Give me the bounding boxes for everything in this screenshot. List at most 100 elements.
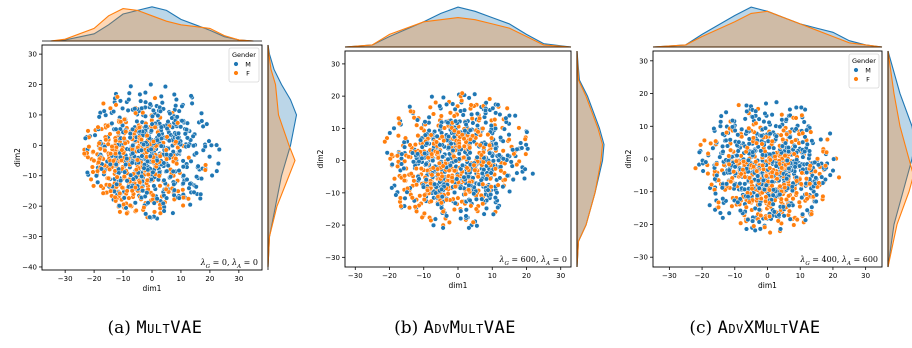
- scatter-point-f: [427, 104, 433, 110]
- scatter-point-m: [466, 225, 472, 231]
- scatter-point-m: [175, 130, 182, 136]
- scatter-point-m: [198, 191, 204, 197]
- scatter-point-m: [481, 211, 487, 217]
- scatter-point-m: [160, 200, 166, 206]
- scatter-point-f: [435, 194, 441, 200]
- scatter-point-m: [450, 147, 456, 154]
- scatter-point-m: [399, 151, 405, 157]
- scatter-point-f: [808, 211, 815, 217]
- scatter-point-f: [429, 151, 435, 157]
- scatter-point-f: [100, 190, 106, 196]
- scatter-point-m: [176, 108, 182, 114]
- scatter-point-f: [112, 194, 118, 200]
- scatter-point-m: [752, 227, 758, 233]
- scatter-point-f: [793, 190, 800, 196]
- scatter-point-m: [157, 108, 163, 114]
- y-axis-label: dim2: [624, 149, 633, 168]
- scatter-point-f: [110, 158, 116, 164]
- scatter-point-m: [453, 118, 459, 124]
- scatter-point-f: [411, 178, 417, 184]
- x-tick-label: 30: [861, 272, 870, 280]
- scatter-point-f: [791, 222, 797, 228]
- scatter-point-m: [467, 150, 473, 156]
- scatter-point-m: [463, 213, 469, 219]
- scatter-point-m: [483, 205, 490, 211]
- scatter-point-m: [207, 154, 213, 160]
- scatter-point-m: [731, 182, 737, 188]
- scatter-point-m: [462, 128, 468, 134]
- scatter-point-m: [95, 179, 101, 185]
- scatter-point-m: [391, 125, 397, 131]
- scatter-point-f: [418, 125, 424, 131]
- scatter-point-m: [156, 132, 162, 138]
- scatter-point-m: [158, 143, 164, 149]
- scatter-point-m: [432, 181, 438, 187]
- x-tick-label: −30: [662, 272, 677, 280]
- scatter-point-f: [489, 135, 495, 141]
- scatter-point-m: [500, 156, 506, 162]
- scatter-point-m: [422, 150, 428, 156]
- scatter-point-f: [422, 192, 428, 198]
- scatter-point-f: [774, 171, 780, 177]
- scatter-point-f: [438, 113, 444, 119]
- scatter-point-f: [144, 177, 150, 183]
- scatter-point-f: [103, 137, 109, 143]
- scatter-point-f: [750, 164, 757, 170]
- scatter-point-f: [782, 185, 788, 191]
- scatter-point-m: [137, 91, 143, 97]
- scatter-point-m: [448, 141, 454, 147]
- caption-b-label: (b): [394, 318, 419, 338]
- scatter-point-f: [504, 105, 510, 111]
- scatter-point-f: [113, 102, 119, 108]
- scatter-point-f: [96, 140, 102, 146]
- scatter-point-m: [726, 210, 732, 216]
- scatter-point-f: [435, 166, 441, 172]
- scatter-point-m: [769, 112, 775, 118]
- scatter-point-m: [530, 171, 536, 177]
- scatter-point-m: [193, 184, 199, 190]
- scatter-point-m: [185, 143, 191, 149]
- scatter-point-m: [215, 161, 221, 167]
- scatter-point-f: [753, 120, 759, 126]
- scatter-point-f: [133, 207, 139, 214]
- scatter-point-f: [409, 195, 415, 201]
- y-axis-label: dim2: [316, 149, 325, 168]
- scatter-point-m: [770, 192, 776, 198]
- scatter-point-m: [155, 113, 161, 119]
- scatter-point-m: [423, 161, 429, 167]
- scatter-point-m: [471, 191, 477, 197]
- scatter-point-m: [138, 147, 144, 153]
- lambda-annotation: λG = 0, λA = 0: [200, 258, 258, 270]
- scatter-point-f: [88, 176, 94, 182]
- scatter-point-m: [732, 127, 738, 134]
- scatter-point-m: [191, 189, 197, 195]
- scatter-point-m: [735, 148, 741, 154]
- y-tick-label: 0: [644, 156, 648, 164]
- y-tick-label: −30: [325, 254, 340, 262]
- scatter-point-f: [105, 141, 111, 147]
- scatter-point-f: [462, 191, 468, 197]
- scatter-point-m: [466, 182, 472, 188]
- scatter-point-f: [471, 162, 477, 168]
- scatter-point-m: [756, 116, 762, 122]
- scatter-point-m: [130, 126, 136, 132]
- scatter-point-m: [432, 216, 438, 222]
- scatter-point-m: [178, 124, 184, 130]
- scatter-point-m: [813, 175, 819, 181]
- scatter-point-m: [804, 141, 810, 147]
- scatter-point-f: [456, 144, 462, 150]
- scatter-point-f: [408, 108, 414, 114]
- scatter-point-f: [133, 110, 139, 116]
- y-tick-label: 10: [639, 123, 648, 131]
- scatter-point-f: [118, 157, 125, 163]
- scatter-point-m: [125, 107, 131, 113]
- scatter-point-f: [794, 217, 800, 223]
- scatter-point-m: [506, 113, 512, 119]
- scatter-point-m: [729, 124, 736, 130]
- scatter-point-f: [433, 99, 439, 106]
- scatter-point-f: [95, 124, 101, 130]
- scatter-point-m: [762, 125, 768, 131]
- scatter-point-f: [449, 174, 455, 181]
- x-tick-label: −20: [382, 272, 397, 280]
- caption-b: (b) AdvMultVAE: [305, 318, 605, 338]
